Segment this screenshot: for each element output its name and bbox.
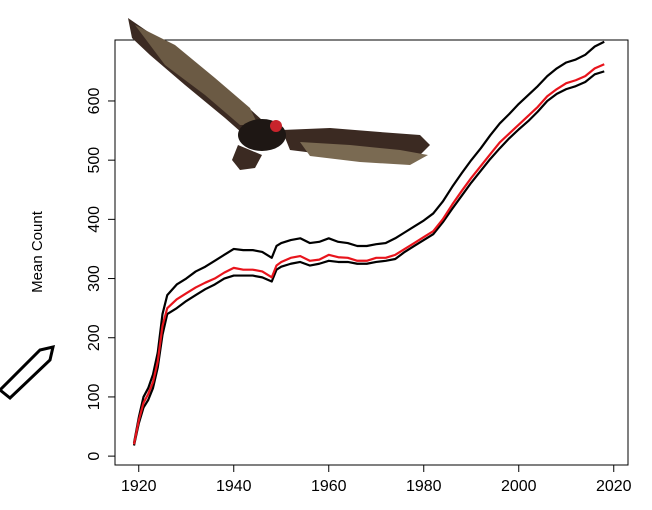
y-tick-label: 300 [86,265,103,292]
series-line [132,70,605,446]
y-tick-label: 600 [86,88,103,115]
x-tick-label: 2020 [596,478,632,495]
plot-box [114,39,629,466]
x-tick-label: 1940 [216,478,252,495]
y-tick-label: 100 [86,383,103,410]
series-line [132,63,605,445]
y-tick-label: 400 [86,206,103,233]
y-axis-label: Mean Count [29,210,46,293]
x-tick-label: 1980 [406,478,442,495]
x-tick-label: 2000 [501,478,537,495]
x-tick-label: 1960 [311,478,347,495]
series-line [132,40,605,444]
cursor-arrow [0,344,56,400]
y-tick-label: 500 [86,147,103,174]
x-tick-label: 1920 [121,478,157,495]
y-tick-label: 200 [86,324,103,351]
vulture-photo [128,18,430,170]
y-tick-label: 0 [86,452,103,461]
